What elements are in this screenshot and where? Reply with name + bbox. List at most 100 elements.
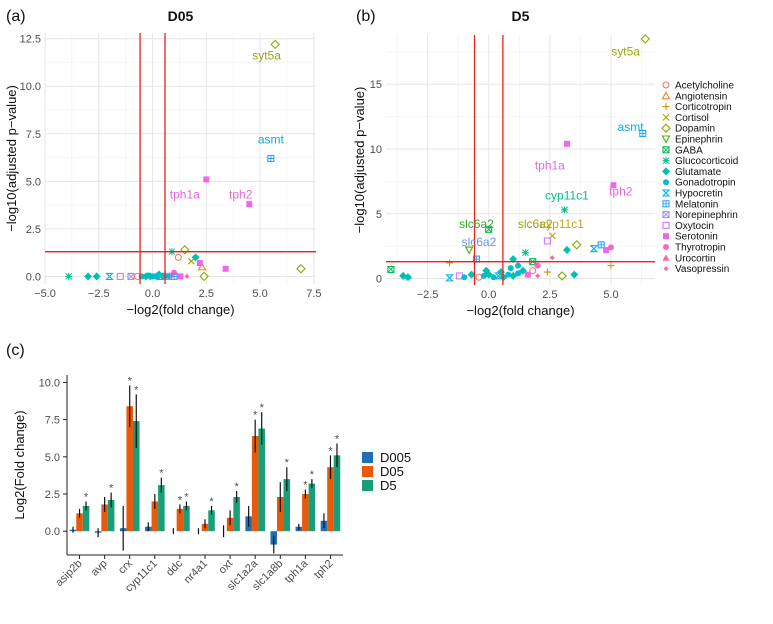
data-point [467,270,476,279]
data-point [199,271,209,282]
data-point [222,265,229,272]
y-tick-label: 0.0 [26,271,41,283]
volcano-plot-d5: −2.5 0.0 2.5 5.0 0 5 10 15 syt5a asmt tph1a tph2 cyp… [352,8,655,318]
bar [283,479,291,532]
plot-title: D5 [512,8,530,24]
significance-marker: * [178,494,183,506]
legend-key [661,91,671,100]
data-point [187,257,195,265]
data-point [507,265,514,272]
x-tick-label: 5.0 [603,289,618,301]
legend-key [662,211,670,219]
legend-label: Glucocorticoid [675,156,738,167]
data-point [191,253,200,262]
data-point [180,244,190,255]
y-tick-label: 12.5 [20,34,41,46]
gene-label: slc6a2 [459,217,494,231]
x-tick-label: oxt [216,558,235,577]
bar [251,435,259,532]
legend-label: Angiotensin [675,91,727,102]
significance-marker: * [109,483,114,495]
data-point [482,266,491,275]
significance-marker: * [335,433,340,445]
data-point [171,269,178,276]
y-tick-label: 5 [376,209,382,221]
significance-marker: * [260,402,265,414]
y-tick-label: 10.0 [39,377,60,389]
x-tick-label: tph1a [283,557,312,586]
y-tick-label: 7.5 [45,415,60,427]
panel-letter-c: (c) [6,342,25,359]
significance-marker: * [234,481,239,493]
bar [158,485,165,532]
data-point [640,34,650,44]
gene-label: syt5a [252,49,281,63]
legend-key [661,135,671,144]
data-point [603,247,610,254]
significance-marker: * [328,445,333,457]
legend-label: Urocortin [675,253,716,264]
y-tick-label: 5.0 [45,452,60,464]
bar [277,496,284,532]
panel-letter-a: (a) [6,8,26,25]
x-tick-label: ddc [164,557,185,578]
significance-marker: * [209,496,214,508]
x-axis-label: −log2(fold change) [126,302,234,317]
data-point [196,260,203,267]
legend-label: Epinephrin [675,135,723,146]
y-tick-label: 0 [376,274,382,286]
gene-label: asmt [618,120,645,134]
significance-marker: * [310,469,315,481]
legend-label: D5 [380,478,397,493]
legend-key [662,81,670,89]
gene-label: tph2 [229,187,253,201]
plot-area [45,33,316,284]
significance-marker: * [134,384,139,396]
legend-key [663,179,669,186]
legend-label: Serotonin [675,232,718,243]
gene-label: asmt [258,132,285,146]
y-tick-label: 5.0 [26,176,41,188]
data-point [296,264,306,274]
data-point [562,246,571,255]
plot-area [386,35,655,285]
bar [208,510,215,532]
y-axis-label: −log10(adjusted p−value) [4,85,19,232]
data-point [534,262,541,269]
legend-key [663,244,669,250]
gene-label: syt5a [611,45,640,59]
data-point [485,225,493,233]
data-point [165,272,174,281]
data-point [84,272,93,281]
gene-label: slc6a2 [518,217,553,231]
legend-label: Cortisol [675,113,709,124]
y-tick-label: 0.0 [45,526,60,538]
significance-marker: * [184,491,189,503]
data-point [142,272,151,281]
legend-label: Acetylcholine [675,81,734,92]
x-tick-label: 7.5 [306,288,321,300]
bar [176,508,184,532]
gene-label: cyp11c1 [545,189,589,203]
data-point [607,244,614,251]
data-point [445,274,454,282]
data-point [151,273,158,280]
bar [302,494,309,532]
data-point [105,272,114,280]
significance-marker: * [253,410,258,422]
data-point [589,245,599,253]
data-point [521,249,529,257]
x-tick-label: tph2 [312,558,336,582]
legend-key [662,254,670,261]
legend-key [661,189,671,197]
bar [258,428,265,532]
data-point [404,273,413,282]
data-point [529,267,537,275]
legend-key [662,221,670,229]
bar [333,455,341,532]
legend-label: Glutamate [675,167,722,178]
data-point [116,272,124,280]
bar [126,406,133,532]
x-tick-label: 2.5 [542,289,557,301]
legend-label: Oxytocin [675,221,714,232]
